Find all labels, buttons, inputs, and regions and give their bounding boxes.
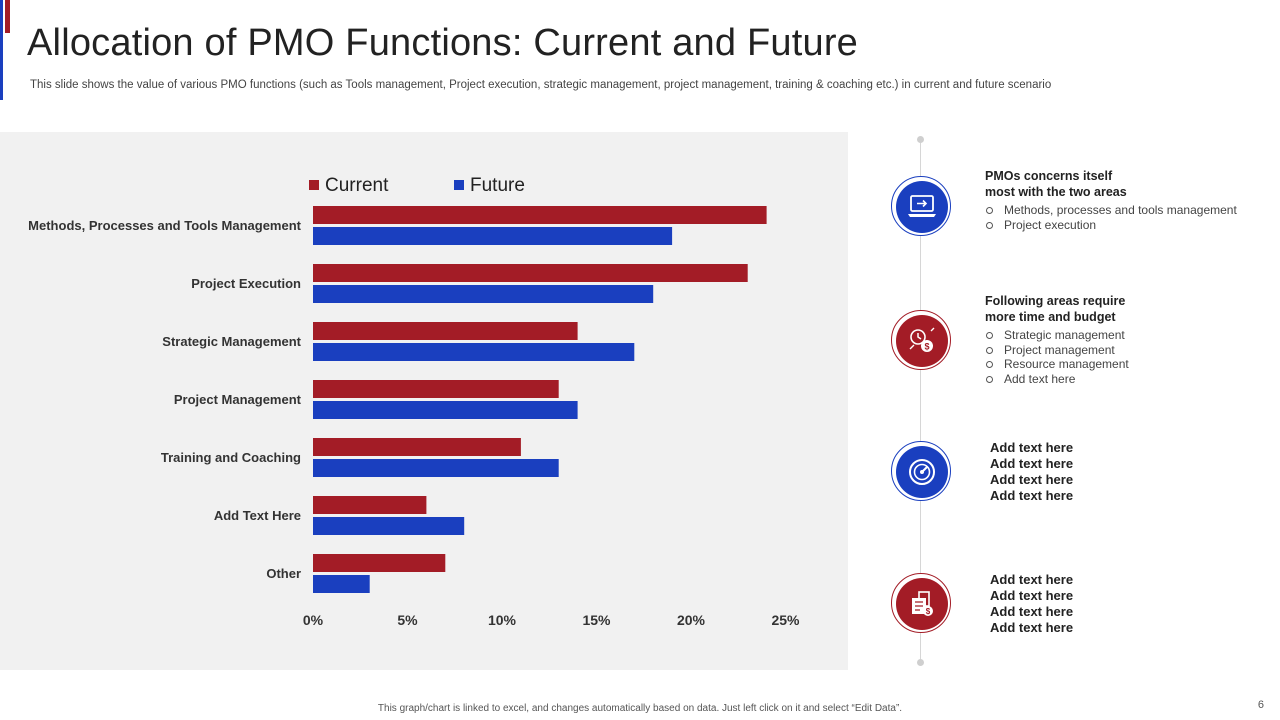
placeholder-text: Add text here bbox=[990, 456, 1074, 471]
x-tick-label: 15% bbox=[582, 612, 611, 628]
bar-future bbox=[313, 459, 559, 477]
time-money-icon-circle: $ bbox=[891, 310, 951, 370]
placeholder-text: Add text here bbox=[990, 572, 1074, 587]
x-tick-label: 10% bbox=[488, 612, 517, 628]
bar-future bbox=[313, 227, 673, 245]
list-item: Project management bbox=[985, 343, 1265, 358]
invoice-icon-circle: $ bbox=[891, 573, 951, 633]
placeholder-text: Add text here bbox=[990, 588, 1074, 603]
bar-current bbox=[313, 380, 559, 398]
info-block-2-heading-2: more time and budget bbox=[985, 310, 1116, 324]
bar-future bbox=[313, 285, 654, 303]
info-block-1: PMOs concerns itself most with the two a… bbox=[985, 168, 1265, 232]
bar-current bbox=[313, 264, 748, 282]
bar-current bbox=[313, 322, 578, 340]
bar-current bbox=[313, 438, 521, 456]
category-label: Strategic Management bbox=[162, 334, 301, 349]
bar-future bbox=[313, 575, 370, 593]
category-label: Methods, Processes and Tools Management bbox=[28, 218, 301, 233]
bar-future bbox=[313, 401, 578, 419]
info-block-1-heading-2: most with the two areas bbox=[985, 185, 1127, 199]
list-item: Strategic management bbox=[985, 328, 1265, 343]
category-label: Other bbox=[266, 566, 301, 581]
svg-text:$: $ bbox=[924, 342, 929, 352]
bar-current bbox=[313, 206, 767, 224]
bar-chart: Current Future Methods, Processes and Tool… bbox=[28, 175, 800, 628]
info-block-2-heading-1: Following areas require bbox=[985, 294, 1126, 308]
invoice-icon: $ bbox=[912, 591, 933, 616]
list-item: Project execution bbox=[985, 218, 1265, 233]
bar-current bbox=[313, 554, 446, 572]
gauge-icon-circle bbox=[891, 441, 951, 501]
placeholder-text: Add text here bbox=[990, 620, 1074, 635]
placeholder-text: Add text here bbox=[990, 472, 1074, 487]
list-item: Add text here bbox=[985, 372, 1265, 387]
placeholder-text: Add text here bbox=[990, 488, 1074, 503]
x-tick-label: 5% bbox=[397, 612, 418, 628]
timeline-dot-bottom bbox=[917, 659, 924, 666]
legend-swatch-future bbox=[454, 180, 464, 190]
legend-label-current: Current bbox=[325, 175, 389, 196]
legend-swatch-current bbox=[309, 180, 319, 190]
info-block-2: Following areas require more time and bu… bbox=[985, 293, 1265, 386]
accent-bar-red bbox=[5, 0, 10, 33]
list-item: Methods, processes and tools management bbox=[985, 203, 1265, 218]
svg-text:$: $ bbox=[926, 607, 931, 616]
bar-future bbox=[313, 343, 635, 361]
info-block-1-heading-1: PMOs concerns itself bbox=[985, 169, 1113, 183]
accent-bar-blue bbox=[0, 0, 3, 100]
footer-note: This graph/chart is linked to excel, and… bbox=[377, 703, 903, 714]
timeline-line bbox=[920, 140, 921, 662]
page-number: 6 bbox=[1257, 699, 1264, 711]
list-item: Resource management bbox=[985, 357, 1265, 372]
category-label: Training and Coaching bbox=[161, 450, 301, 465]
category-label: Project Management bbox=[174, 392, 302, 407]
x-tick-label: 0% bbox=[303, 612, 324, 628]
category-label: Add Text Here bbox=[214, 508, 301, 523]
bar-future bbox=[313, 517, 465, 535]
laptop-icon bbox=[908, 195, 936, 217]
slide-subtitle: This slide shows the value of various PM… bbox=[30, 79, 1052, 91]
slide-title: Allocation of PMO Functions: Current and… bbox=[27, 22, 859, 64]
bar-current bbox=[313, 496, 427, 514]
laptop-icon-circle bbox=[891, 176, 951, 236]
placeholder-text: Add text here bbox=[990, 440, 1074, 455]
timeline-dot-top bbox=[917, 136, 924, 143]
time-money-icon: $ bbox=[909, 327, 935, 352]
category-label: Project Execution bbox=[191, 276, 301, 291]
gauge-icon bbox=[909, 459, 935, 485]
chart-panel: Current Future Methods, Processes and Tool… bbox=[0, 132, 848, 670]
placeholder-text: Add text here bbox=[990, 604, 1074, 619]
legend-label-future: Future bbox=[470, 175, 525, 196]
x-tick-label: 20% bbox=[677, 612, 706, 628]
info-block-3: Add text here Add text here Add text her… bbox=[990, 440, 1190, 504]
x-tick-label: 25% bbox=[771, 612, 800, 628]
info-block-4: Add text here Add text here Add text her… bbox=[990, 572, 1190, 636]
